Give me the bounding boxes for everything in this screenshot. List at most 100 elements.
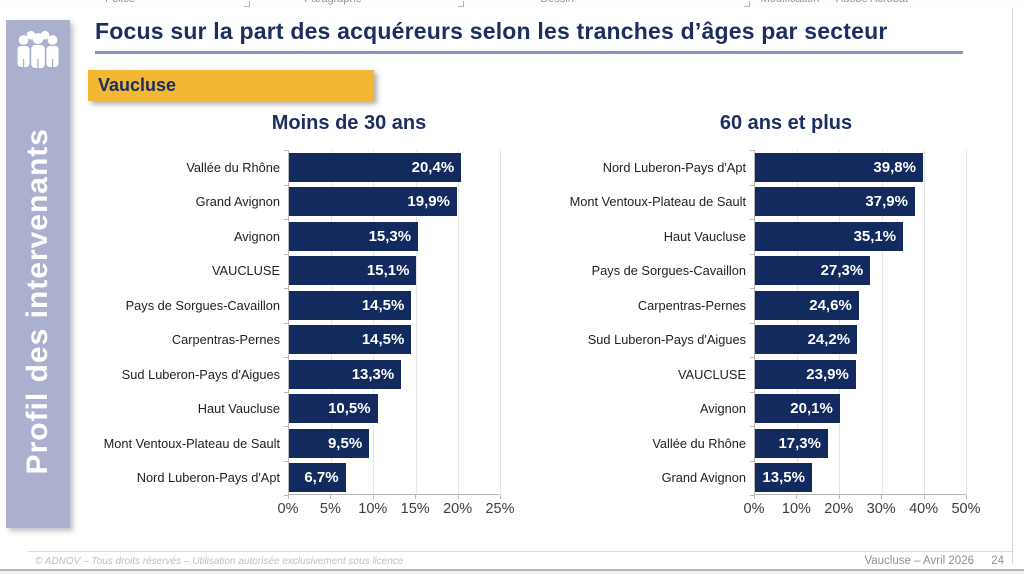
bar-row: 20,1% [755, 392, 966, 427]
below-edge-fill [0, 571, 1024, 574]
data-bar: 20,4% [289, 152, 462, 182]
bar-value-label: 24,6% [809, 296, 852, 314]
gridline [966, 150, 967, 494]
gridline [415, 150, 417, 494]
category-label: Carpentras-Pernes [171, 332, 280, 348]
bar-row: 20,4% [289, 150, 500, 185]
data-bar: 27,3% [755, 256, 871, 286]
bar-row: 14,5% [289, 288, 500, 323]
value-axis: 0% 5% 10% 15% 20% 25% [278, 495, 515, 523]
category-label: Grand Avignon [195, 194, 280, 210]
category-label: Avignon [699, 401, 746, 417]
ribbon-group-modification: Modification [761, 0, 820, 6]
category-tick [750, 219, 755, 220]
category-label: Nord Luberon-Pays d'Apt [136, 470, 280, 486]
category-tick [750, 391, 755, 393]
footer-slide-info: Vaucluse – Avril 2026 24 [864, 555, 1004, 567]
bar-row: 19,9% [289, 185, 500, 220]
plot-column: 39,8% 37,9% 35,1% 27,3% 24,6% 24,2% 23,9% 20,1%… [744, 150, 981, 523]
footer-copyright: © ADNOV – Tous droits réservés – Utilisa… [35, 556, 404, 567]
gridline [881, 150, 883, 494]
section-label: Profil des intervenants [21, 127, 54, 475]
axis-tick-label: 30% [866, 501, 896, 517]
bar-value-label: 13,5% [762, 469, 805, 487]
data-bar: 24,6% [755, 290, 859, 320]
axis-tick-mark [330, 495, 332, 499]
bar-row: 27,3% [755, 254, 966, 289]
data-bar: 39,8% [755, 152, 923, 182]
dialog-launcher-icon[interactable] [744, 1, 750, 7]
category-tick [750, 357, 755, 358]
axis-tick-label: 5% [319, 501, 341, 517]
gridline [923, 150, 925, 494]
dialog-launcher-icon[interactable] [244, 1, 250, 7]
axis-tick-mark [372, 495, 374, 499]
category-tick [750, 253, 755, 255]
bar-row: 13,5% [755, 461, 966, 496]
bar-value-label: 14,5% [361, 331, 405, 349]
data-bar: 23,9% [755, 359, 856, 389]
category-tick [284, 495, 289, 496]
data-bar: 6,7% [289, 463, 346, 493]
chart-60-ans-et-plus[interactable]: 60 ans et plus Nord Luberon-Pays d'Apt Mo… [569, 112, 981, 523]
data-bar: 9,5% [289, 428, 370, 458]
ribbon-tab-adobe-acrobat: Adobe Acrobat [836, 0, 908, 6]
bar-value-label: 17,3% [778, 434, 821, 452]
value-axis: 0% 10% 20% 30% 40% 50% [744, 495, 981, 523]
bar-row: 35,1% [755, 219, 966, 254]
category-label: Haut Vaucluse [197, 401, 280, 417]
bar-row: 9,5% [289, 426, 500, 461]
bars-region: 20,4% 19,9% 15,3% 15,1% 14,5% 14,5% 13,3% 10,5%… [284, 150, 501, 496]
chart-title: 60 ans et plus [719, 112, 853, 134]
category-label: Carpentras-Pernes [637, 297, 746, 313]
gridline [839, 150, 841, 494]
bar-value-label: 19,9% [407, 193, 450, 211]
vaucluse-badge[interactable]: Vaucluse [88, 70, 374, 101]
data-bar: 13,3% [289, 359, 402, 389]
data-bar: 35,1% [755, 221, 904, 251]
category-label: Mont Ventoux-Plateau de Sault [103, 435, 280, 451]
category-tick [750, 322, 755, 324]
axis-tick-mark [881, 495, 883, 499]
section-sidebar[interactable]: Profil des intervenants [6, 20, 70, 528]
axis-tick-label: 10% [358, 501, 388, 517]
bar-row: 24,2% [755, 323, 966, 358]
vaucluse-badge-label: Vaucluse [98, 75, 177, 95]
axis-tick-mark [500, 495, 501, 499]
bar-row: 23,9% [755, 357, 966, 392]
bar-value-label: 13,3% [351, 365, 395, 383]
slide-title[interactable]: Focus sur la part des acquéreurs selon l… [95, 18, 888, 44]
category-label: Pays de Sorgues-Cavaillon [125, 297, 280, 313]
footer-divider [28, 551, 1012, 552]
category-label: Sud Luberon-Pays d'Aigues [121, 366, 280, 382]
dialog-launcher-icon[interactable] [458, 1, 464, 7]
data-bar: 14,5% [289, 325, 412, 355]
category-tick [284, 460, 289, 462]
gridline [457, 150, 459, 494]
category-label: Mont Ventoux-Plateau de Sault [569, 194, 746, 210]
bar-value-label: 14,5% [361, 296, 405, 314]
category-label: Vallée du Rhône [186, 159, 280, 175]
axis-tick-label: 15% [400, 501, 430, 517]
bar-value-label: 15,3% [368, 227, 412, 245]
category-label: Sud Luberon-Pays d'Aigues [587, 332, 746, 348]
pane-right-edge [1012, 8, 1013, 564]
bar-row: 17,3% [755, 426, 966, 461]
chart-moins-de-30-ans[interactable]: Moins de 30 ans Vallée du Rhône Grand Avi… [103, 112, 515, 523]
bar-value-label: 23,9% [806, 365, 849, 383]
axis-tick-mark [796, 495, 798, 499]
axis-tick-label: 50% [951, 501, 981, 517]
title-underline [95, 51, 963, 54]
axis-tick-label: 40% [909, 501, 939, 517]
ribbon-strip: Police Paragraphe Dessin Modification Ad… [0, 0, 1024, 8]
data-bar: 24,2% [755, 325, 858, 355]
axis-tick-mark [415, 495, 417, 499]
category-tick [284, 253, 289, 255]
category-label: VAUCLUSE [677, 366, 746, 382]
axis-tick-mark [754, 495, 755, 499]
category-label: Nord Luberon-Pays d'Apt [602, 159, 746, 175]
data-bar: 17,3% [755, 428, 828, 458]
bar-value-label: 20,1% [790, 400, 833, 418]
bar-value-label: 27,3% [820, 262, 864, 280]
axis-tick-label: 20% [443, 501, 473, 517]
